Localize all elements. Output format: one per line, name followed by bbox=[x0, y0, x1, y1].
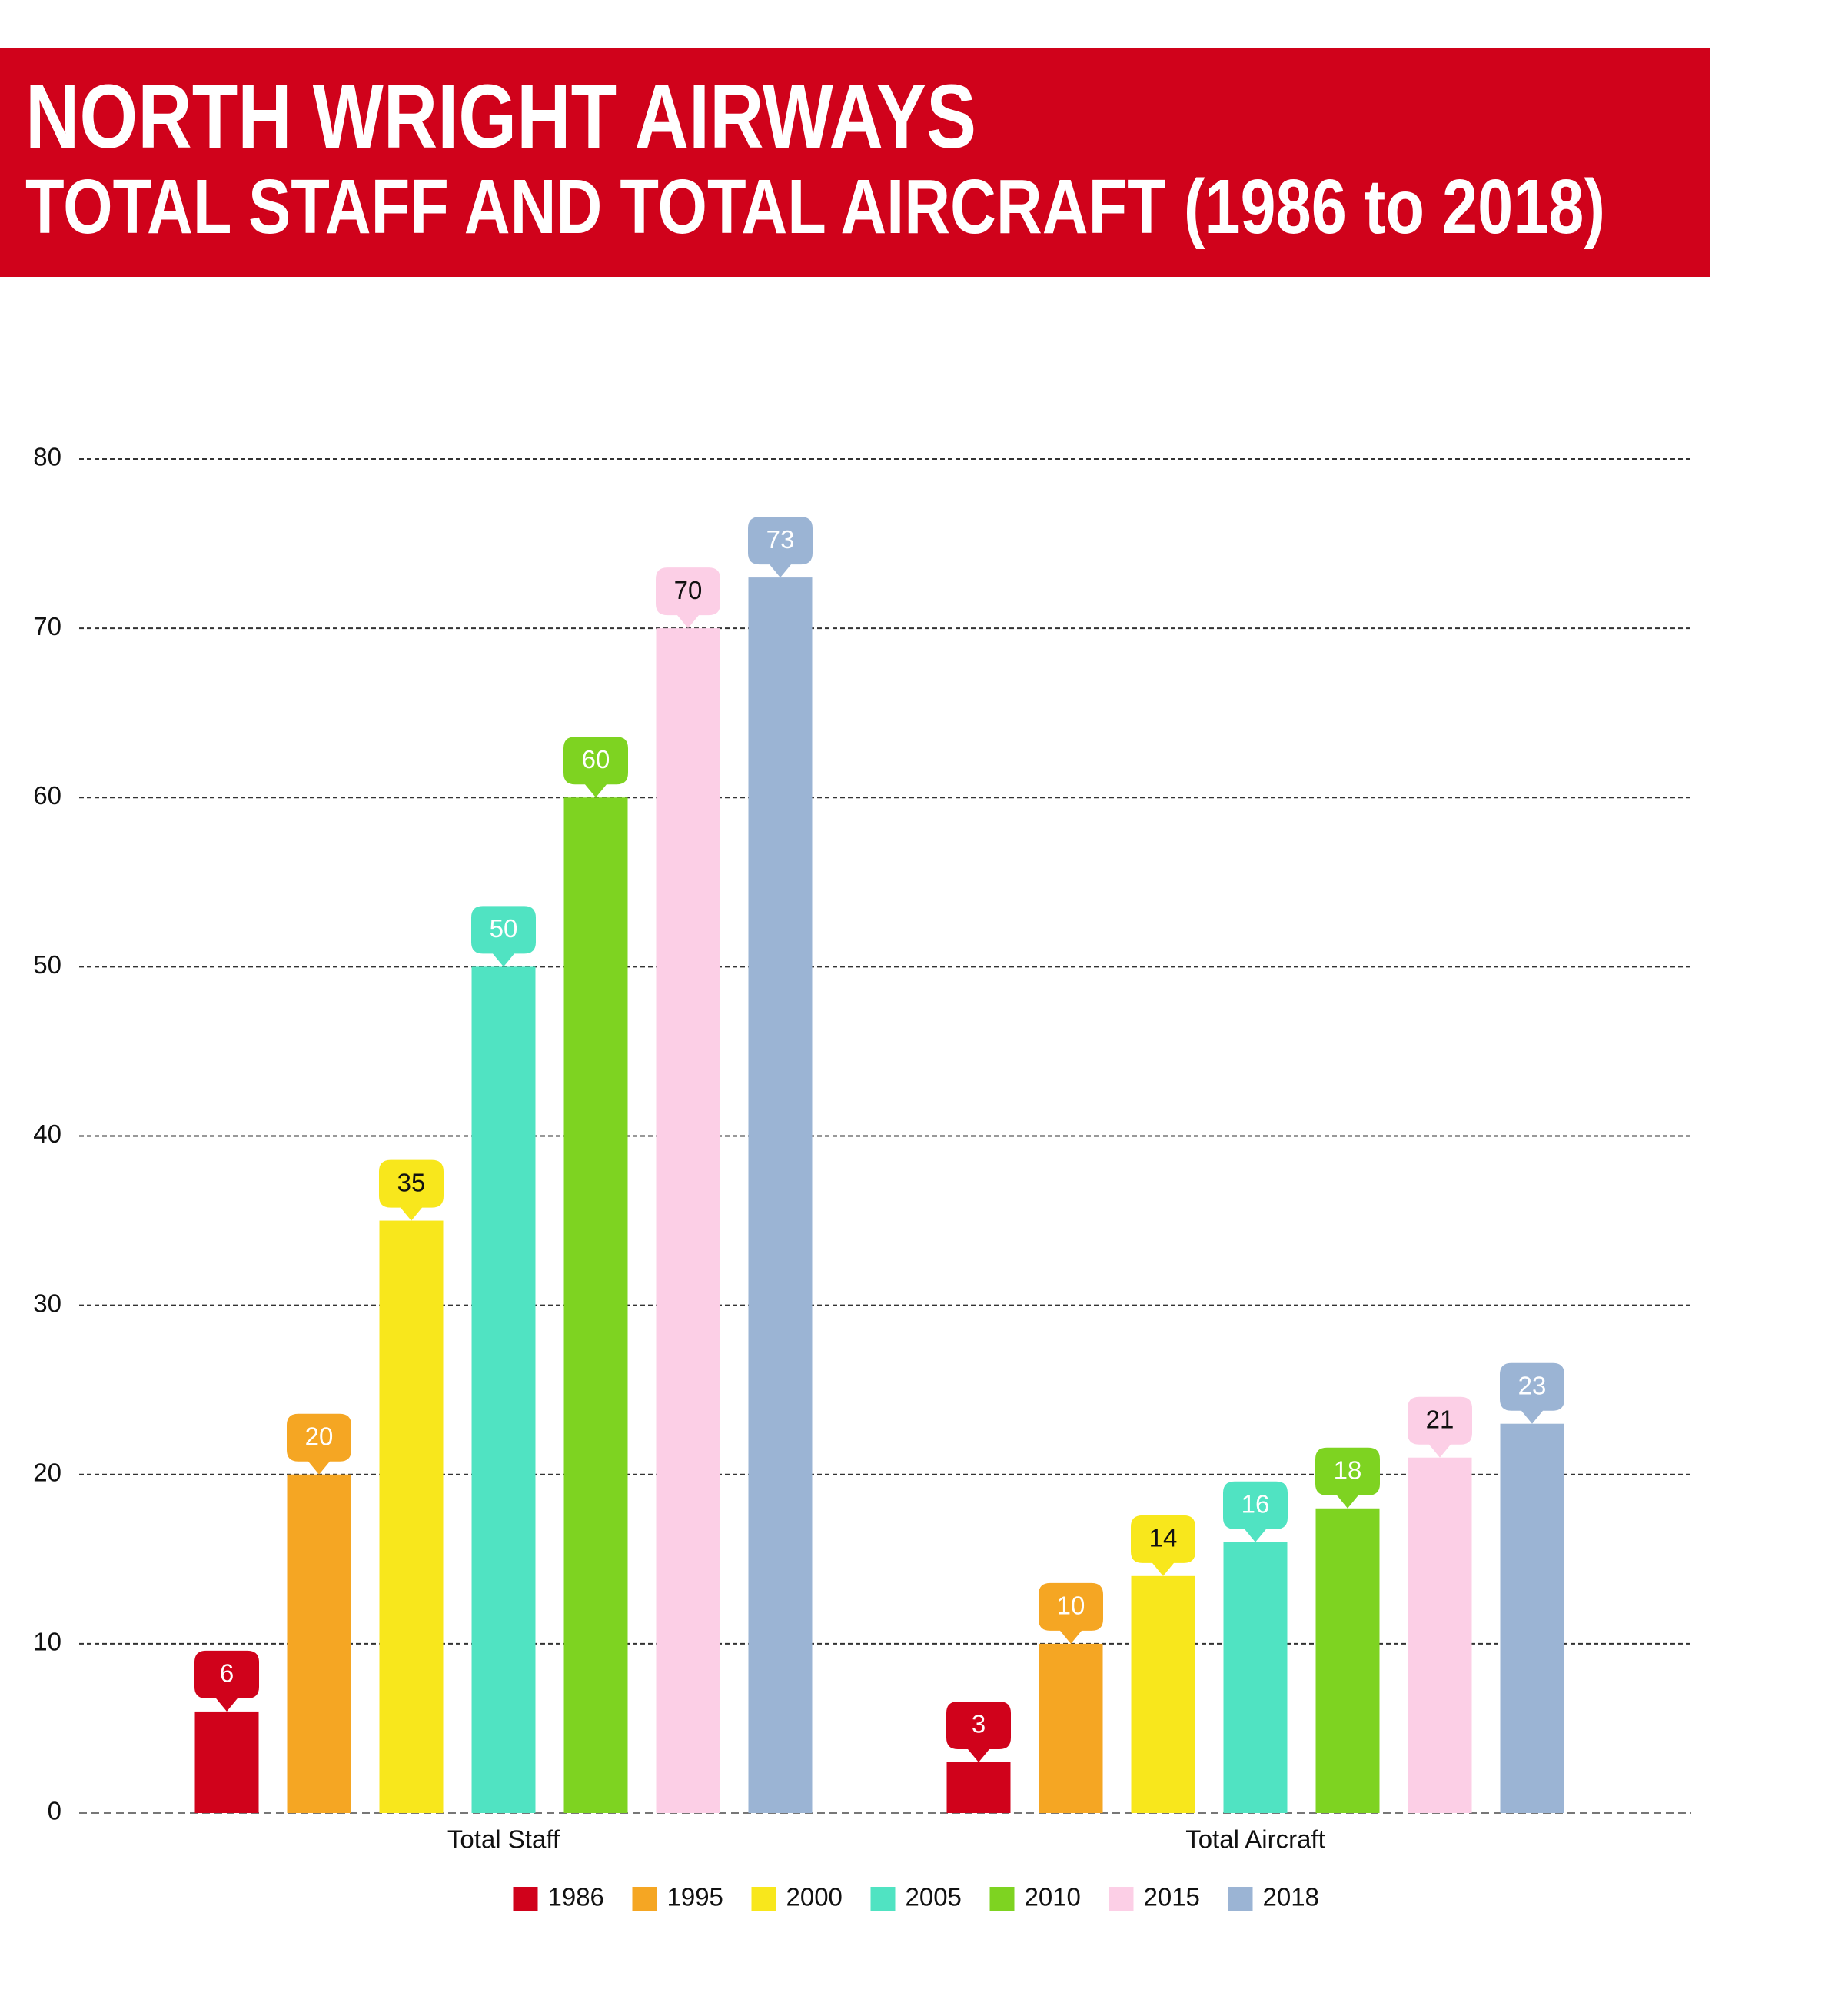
y-tick-label: 20 bbox=[33, 1458, 62, 1486]
value-label: 3 bbox=[972, 1710, 986, 1738]
value-callout bbox=[1408, 1396, 1472, 1458]
bar bbox=[287, 1474, 351, 1813]
value-label: 6 bbox=[220, 1659, 234, 1688]
value-callout bbox=[287, 1413, 351, 1475]
legend-swatch bbox=[870, 1887, 896, 1911]
bar bbox=[379, 1220, 444, 1813]
bar bbox=[1131, 1575, 1195, 1813]
legend-swatch bbox=[751, 1887, 776, 1911]
legend-label: 2018 bbox=[1263, 1883, 1319, 1911]
value-callout bbox=[946, 1701, 1011, 1762]
y-tick-label: 40 bbox=[33, 1119, 62, 1148]
bar bbox=[1223, 1542, 1288, 1813]
value-label: 60 bbox=[582, 745, 610, 773]
value-callout bbox=[1500, 1362, 1564, 1424]
y-tick-label: 80 bbox=[33, 443, 62, 471]
y-tick-label: 50 bbox=[33, 950, 62, 979]
x-tick-label: Total Aircraft bbox=[1185, 1825, 1325, 1854]
value-label: 50 bbox=[490, 914, 518, 943]
value-callout bbox=[656, 567, 720, 629]
legend-swatch bbox=[989, 1887, 1015, 1911]
value-label: 23 bbox=[1518, 1371, 1547, 1399]
value-label: 16 bbox=[1242, 1490, 1270, 1519]
bar bbox=[1408, 1457, 1472, 1813]
x-tick-label: Total Staff bbox=[447, 1825, 560, 1854]
bar bbox=[194, 1711, 259, 1813]
legend-label: 2005 bbox=[906, 1883, 962, 1911]
value-label: 21 bbox=[1426, 1405, 1454, 1433]
legend-label: 1995 bbox=[667, 1883, 723, 1911]
legend-swatch bbox=[513, 1887, 538, 1911]
chart-title: NORTH WRIGHT AIRWAYS bbox=[25, 66, 976, 168]
legend-swatch bbox=[1228, 1887, 1253, 1911]
value-callout bbox=[471, 906, 536, 967]
value-callout bbox=[748, 517, 813, 578]
value-label: 18 bbox=[1334, 1455, 1362, 1484]
bar bbox=[471, 966, 536, 1813]
bar bbox=[1039, 1643, 1103, 1813]
value-callout bbox=[1223, 1481, 1288, 1542]
y-tick-label: 70 bbox=[33, 612, 62, 640]
legend-swatch bbox=[632, 1887, 657, 1911]
y-tick-label: 10 bbox=[33, 1628, 62, 1656]
value-label: 73 bbox=[766, 525, 795, 554]
value-label: 70 bbox=[674, 576, 703, 604]
value-callout bbox=[1131, 1515, 1195, 1576]
value-callout bbox=[1315, 1447, 1380, 1509]
chart-subtitle: TOTAL STAFF AND TOTAL AIRCRAFT (1986 to … bbox=[25, 164, 1605, 250]
legend-label: 2015 bbox=[1144, 1883, 1200, 1911]
header-band bbox=[0, 48, 1710, 277]
legend-label: 1986 bbox=[548, 1883, 604, 1911]
legend-swatch bbox=[1109, 1887, 1134, 1911]
bar bbox=[946, 1762, 1011, 1813]
bar bbox=[1315, 1508, 1380, 1813]
bar bbox=[1500, 1423, 1564, 1813]
value-callout bbox=[379, 1159, 444, 1221]
bar bbox=[656, 628, 720, 1813]
legend-label: 2000 bbox=[786, 1883, 843, 1911]
value-label: 10 bbox=[1057, 1592, 1085, 1620]
y-tick-label: 60 bbox=[33, 781, 62, 810]
bar bbox=[563, 797, 628, 1813]
bar bbox=[748, 577, 813, 1813]
value-callout bbox=[1039, 1582, 1103, 1644]
value-callout bbox=[194, 1650, 259, 1712]
value-label: 35 bbox=[397, 1168, 426, 1196]
legend-label: 2010 bbox=[1025, 1883, 1081, 1911]
y-tick-label: 30 bbox=[33, 1289, 62, 1317]
y-tick-label: 0 bbox=[48, 1797, 62, 1825]
value-label: 20 bbox=[305, 1422, 334, 1450]
value-label: 14 bbox=[1149, 1524, 1178, 1552]
value-callout bbox=[563, 737, 628, 798]
